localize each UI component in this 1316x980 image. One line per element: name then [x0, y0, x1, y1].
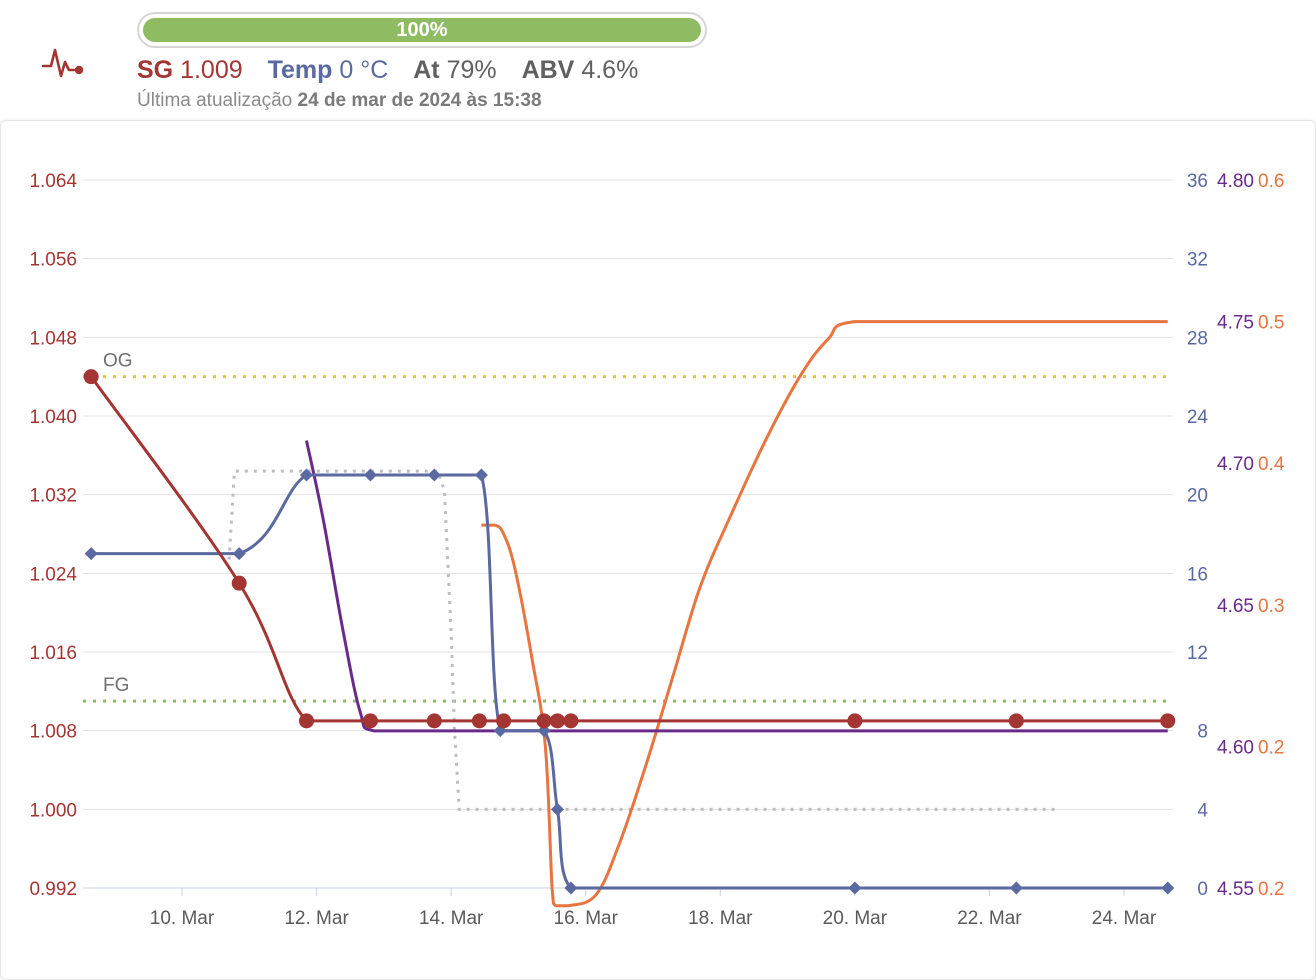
abv-tick-label: 4.65: [1217, 596, 1254, 617]
abv-tick-label: 4.70: [1217, 454, 1254, 475]
temp-tick-label: 12: [1187, 643, 1208, 664]
temp-tick-label: 0: [1197, 879, 1208, 900]
sg-tick-label: 1.032: [29, 486, 77, 507]
abv-tick-label: 4.60: [1217, 737, 1254, 758]
sg-point: [536, 713, 552, 729]
abv-label: ABV: [521, 56, 575, 84]
status-header: 100% SG 1.009 Temp 0 °C At 79% ABV 4.6% …: [0, 0, 1316, 118]
chart-card: 1.064 1.056 1.048 1.040 1.032 1.024 1.016 1.008…: [0, 120, 1316, 980]
temp-point: [84, 547, 98, 561]
abv-tick-label: 4.55: [1217, 879, 1254, 900]
last-updated: Última atualização 24 de mar de 2024 às …: [137, 90, 542, 112]
current-readings: SG 1.009 Temp 0 °C At 79% ABV 4.6%: [137, 56, 656, 85]
sg-point: [847, 713, 863, 729]
abv-tick-label: 4.80: [1217, 171, 1254, 192]
grid-lines: [83, 179, 1173, 889]
x-tick-label: 24. Mar: [1092, 908, 1157, 929]
orange-tick-label: 0.2: [1258, 737, 1284, 758]
heartbeat-icon: [42, 48, 84, 78]
temp-point: [550, 802, 564, 816]
temp-point: [564, 881, 578, 895]
attenuation-value: 79%: [446, 56, 497, 84]
x-tick-label: 12. Mar: [284, 908, 349, 929]
x-axis: 10. Mar 12. Mar 14. Mar 16. Mar 18. Mar 20. M…: [150, 888, 1157, 929]
abv-value: 4.6%: [581, 56, 639, 84]
annotation-label-fg: FG: [103, 675, 129, 696]
sg-tick-label: 1.064: [29, 171, 77, 192]
x-tick-label: 16. Mar: [554, 908, 619, 929]
series-markers: [83, 369, 1176, 895]
annotation-lines: OG FG: [83, 351, 1173, 703]
sg-point: [426, 713, 442, 729]
x-tick-label: 22. Mar: [957, 908, 1022, 929]
sg-point: [1008, 713, 1024, 729]
sg-series-line: [89, 375, 1168, 723]
temp-tick-label: 28: [1187, 328, 1208, 349]
x-tick-label: 10. Mar: [150, 908, 215, 929]
temp-series-line: [91, 473, 1168, 890]
temp-tick-label: 20: [1187, 486, 1208, 507]
temp-tick-label: 24: [1187, 407, 1209, 428]
temp-tick-label: 36: [1187, 171, 1208, 192]
sg-point: [362, 713, 378, 729]
progress-label: 100%: [396, 19, 448, 41]
attenuation-label: At: [413, 56, 440, 84]
temp-value: 0 °C: [339, 56, 389, 84]
orange-tick-label: 0.4: [1258, 454, 1285, 475]
sg-tick-label: 1.048: [29, 328, 77, 349]
temp-point: [232, 547, 246, 561]
x-tick-label: 18. Mar: [688, 908, 753, 929]
temp-point: [474, 468, 488, 482]
sg-tick-label: 1.016: [29, 643, 77, 664]
target-temp-line: [227, 469, 1057, 811]
orange-series-line: [481, 320, 1168, 908]
purple-series-line: [305, 440, 1168, 733]
temp-tick-label: 16: [1187, 564, 1208, 585]
temp-tick-label: 32: [1187, 250, 1208, 271]
progress-fill: [143, 18, 701, 42]
temp-tick-label: 8: [1197, 722, 1208, 743]
fermentation-progress-bar: 100%: [137, 12, 707, 48]
series-lines: [89, 320, 1168, 908]
orange-tick-label: 0.6: [1258, 171, 1284, 192]
sg-tick-label: 1.008: [29, 722, 77, 743]
sg-point: [496, 713, 512, 729]
x-tick-label: 14. Mar: [419, 908, 484, 929]
sg-tick-label: 1.024: [29, 564, 77, 585]
last-updated-value: 24 de mar de 2024 às 15:38: [297, 90, 542, 111]
temp-point: [1161, 881, 1175, 895]
sg-point: [563, 713, 579, 729]
orange-tick-label: 0.2: [1258, 879, 1284, 900]
temp-point: [427, 468, 441, 482]
last-updated-prefix: Última atualização: [137, 90, 293, 111]
sg-tick-label: 0.992: [29, 879, 77, 900]
sg-point: [1160, 713, 1176, 729]
temp-label: Temp: [267, 56, 333, 84]
sg-tick-label: 1.000: [29, 800, 77, 821]
temp-point: [848, 881, 862, 895]
abv-tick-label: 4.75: [1217, 313, 1254, 334]
sg-point: [471, 713, 487, 729]
annotation-label-og: OG: [103, 351, 133, 372]
x-tick-label: 20. Mar: [823, 908, 888, 929]
orange-tick-label: 0.3: [1258, 596, 1284, 617]
right-axis-labels: 36 32 28 24 20 16 12 8 4 0 4.80 0.6 4.75 0.5 4.70 0.4 4.…: [1187, 171, 1285, 900]
temp-point: [363, 468, 377, 482]
sg-axis-labels: 1.064 1.056 1.048 1.040 1.032 1.024 1.016 1.008…: [29, 171, 77, 900]
temp-point: [299, 468, 313, 482]
sg-point: [231, 575, 247, 591]
sg-tick-label: 1.056: [29, 250, 77, 271]
temp-tick-label: 4: [1197, 800, 1208, 821]
temp-point: [1009, 881, 1023, 895]
sg-tick-label: 1.040: [29, 407, 77, 428]
sg-point: [298, 713, 314, 729]
sg-point: [549, 713, 565, 729]
sg-value: 1.009: [180, 56, 243, 84]
sg-label: SG: [137, 56, 174, 84]
orange-tick-label: 0.5: [1258, 313, 1284, 334]
sg-point: [83, 369, 99, 385]
fermentation-chart: 1.064 1.056 1.048 1.040 1.032 1.024 1.016 1.008…: [29, 171, 1285, 929]
